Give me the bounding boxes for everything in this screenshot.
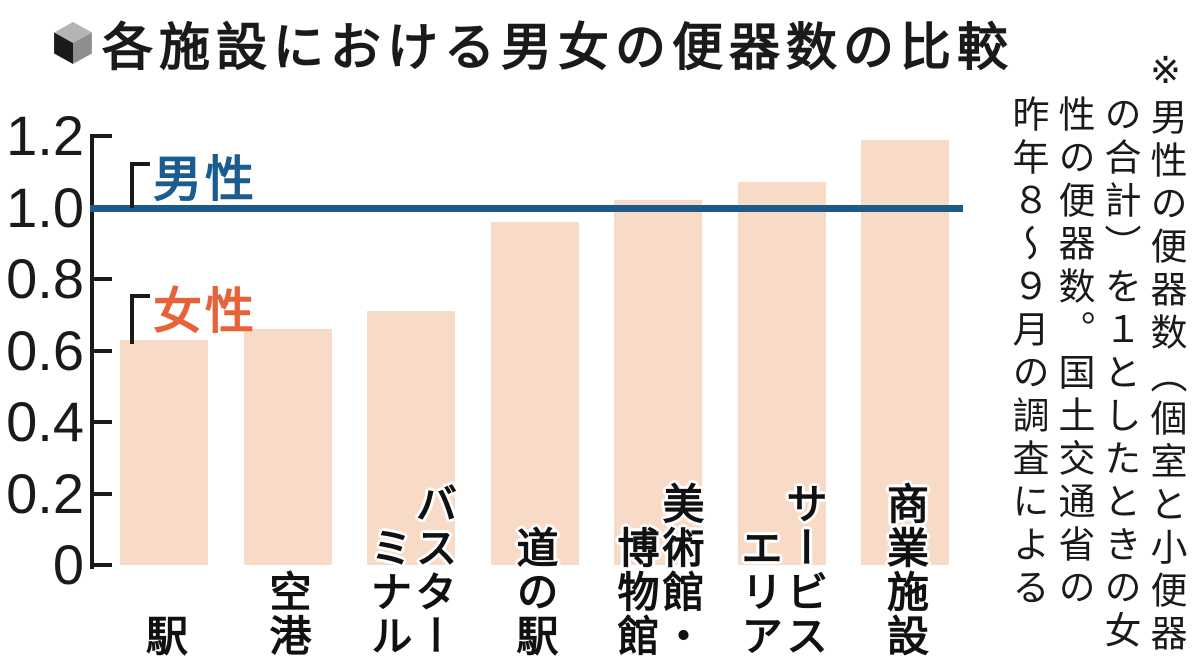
y-axis-label-0.6: 0.6 (6, 318, 84, 382)
x-axis-label-商業施設: 商業施設 (881, 482, 929, 658)
y-axis-tick-0 (90, 563, 112, 567)
y-axis-label-0: 0 (52, 533, 84, 596)
x-axis-label-column: 美術館・ (657, 482, 704, 658)
annotation-column: 性の便器数。国土交通省の (1053, 95, 1094, 611)
bar-美術館・博物館 (614, 200, 702, 565)
x-axis-label-サービスエリア: サービス エリア (735, 482, 828, 658)
x-axis-label-column: サービス (780, 482, 828, 658)
y-axis-label-1.0: 1.0 (6, 175, 84, 239)
x-axis-label-column: ミナル (365, 526, 412, 658)
bar-空港 (243, 329, 332, 565)
female-callout-line (130, 294, 134, 344)
y-axis-line (90, 136, 94, 569)
y-axis-tick-0.2 (90, 491, 112, 496)
footnote-annotation: ※男性の便器数（個室と小便器 の合計）を１としたときの女 性の便器数。国土交通省の昨… (1000, 49, 1188, 663)
legend-male-label: 男性 (153, 140, 257, 211)
x-axis-label-バスターミナル: バスター ミナル (365, 482, 457, 658)
x-axis-label-column: エリア (735, 526, 783, 658)
x-axis-label-駅: 駅 (140, 614, 188, 658)
bar-駅 (120, 339, 208, 565)
male-callout-line (130, 162, 150, 166)
x-axis-label-美術館・博物館: 美術館・ 博物館 (612, 482, 704, 658)
y-axis-label-0.4: 0.4 (6, 390, 84, 453)
cube-bullet-icon (54, 22, 92, 64)
male-label-text: 男性 (153, 153, 258, 207)
x-axis-label-空港: 空港 (264, 570, 311, 658)
female-callout-line (130, 294, 150, 298)
chart-title: 各施設における男女の便器数の比較 (102, 19, 1015, 76)
x-axis-label-column: バスター (410, 482, 457, 658)
y-axis-tick-0.8 (90, 277, 112, 281)
female-label-text: 女性 (153, 285, 258, 339)
y-axis-tick-1.2 (90, 134, 112, 138)
annotation-column: 昨年８～９月の調査による (1007, 95, 1048, 611)
bar-道の駅 (490, 221, 579, 565)
annotation-column: ※男性の便器数（個室と小便器 (1145, 49, 1186, 657)
x-axis-label-column: 駅 (140, 614, 188, 658)
y-axis-label-1.2: 1.2 (6, 104, 84, 167)
bar-サービスエリア (737, 182, 826, 565)
y-axis-label-0.2: 0.2 (6, 461, 84, 525)
x-axis-label-column: 道の駅 (511, 526, 558, 658)
x-axis-label-column: 商業施設 (881, 482, 929, 658)
y-axis-tick-0.6 (90, 348, 112, 353)
bar-バスターミナル (367, 311, 455, 565)
x-axis-label-道の駅: 道の駅 (511, 526, 558, 658)
x-axis-label-column: 空港 (264, 570, 311, 658)
annotation-column: の合計）を１としたときの女 (1099, 95, 1140, 654)
x-axis-label-column: 博物館 (612, 526, 659, 658)
y-axis-label-0.8: 0.8 (6, 247, 84, 310)
legend-female-label: 女性 (153, 272, 257, 343)
y-axis-tick-0.4 (90, 420, 112, 424)
male-reference-line (90, 204, 963, 212)
chart-header: 各施設における男女の便器数の比較 (54, 6, 1014, 80)
male-callout-line (130, 162, 134, 208)
